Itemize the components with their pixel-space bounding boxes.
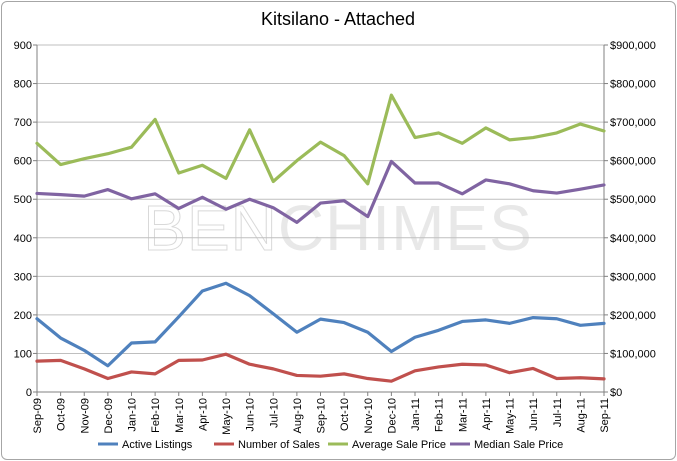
gridlines — [37, 44, 604, 354]
x-tick-label-15: Dec-10 — [386, 398, 398, 433]
x-tick-label-0: Sep-09 — [32, 398, 44, 433]
x-tick-label-12: Sep-10 — [316, 398, 328, 433]
x-tick-label-23: Aug-11 — [575, 398, 587, 433]
x-tick-label-14: Nov-10 — [363, 398, 375, 433]
y-right-tick-label-4: $400,000 — [610, 233, 656, 245]
y-axis-left-ticks: 0 100 200 300 400 500 600 700 800 900 — [14, 40, 37, 399]
x-tick-label-9: Jun-10 — [245, 398, 257, 432]
y-left-tick-label-9: 900 — [14, 40, 32, 52]
legend-label-median-sale-price: Median Sale Price — [474, 439, 563, 451]
watermark-part2: CHIMES — [278, 192, 533, 264]
y-right-tick-label-3: $300,000 — [610, 271, 656, 283]
y-left-tick-label-4: 400 — [14, 233, 32, 245]
x-tick-label-22: Jul-11 — [552, 398, 564, 427]
y-left-tick-label-2: 200 — [14, 310, 32, 322]
x-axis-ticks: Sep-09 Oct-09 Nov-09 Dec-09 Jan-10 Feb-10 Mar-… — [32, 392, 611, 435]
x-tick-label-11: Aug-10 — [292, 398, 304, 433]
legend-label-number-of-sales: Number of Sales — [238, 439, 320, 451]
x-tick-label-24: Sep-11 — [599, 398, 611, 433]
x-tick-label-3: Dec-09 — [103, 398, 115, 433]
series-line-active-listings — [35, 281, 606, 368]
x-tick-label-6: Mar-10 — [174, 398, 186, 433]
y-left-tick-label-5: 500 — [14, 194, 32, 206]
x-tick-label-10: Jul-10 — [268, 398, 280, 428]
series-lines — [35, 93, 606, 383]
y-left-tick-label-7: 700 — [14, 117, 32, 129]
x-tick-label-18: Mar-11 — [457, 398, 469, 432]
series-line-average-sale-price — [35, 93, 606, 186]
x-tick-label-7: Apr-10 — [197, 398, 209, 431]
x-tick-label-2: Nov-09 — [79, 398, 91, 433]
y-left-tick-label-8: 800 — [14, 79, 32, 91]
legend-label-average-sale-price: Average Sale Price — [352, 439, 446, 451]
y-right-tick-label-1: $100,000 — [610, 348, 656, 360]
legend: Active Listings Number of Sales Average Sa… — [98, 439, 563, 451]
y-right-tick-label-5: $500,000 — [610, 194, 656, 206]
x-tick-label-8: May-10 — [221, 398, 233, 435]
x-tick-label-5: Feb-10 — [150, 398, 162, 433]
watermark-part1: BEN — [143, 192, 278, 264]
x-tick-label-16: Jan-11 — [410, 398, 422, 431]
y-right-tick-label-0: $0 — [610, 387, 622, 399]
y-right-tick-label-8: $800,000 — [610, 79, 656, 91]
legend-label-active-listings: Active Listings — [122, 439, 193, 451]
x-tick-label-1: Oct-09 — [56, 398, 68, 431]
x-tick-label-17: Feb-11 — [434, 398, 446, 432]
y-right-tick-label-9: $900,000 — [610, 40, 656, 52]
y-right-tick-label-6: $600,000 — [610, 156, 656, 168]
series-line-number-of-sales — [35, 352, 606, 383]
x-tick-label-20: May-11 — [505, 398, 517, 434]
y-left-tick-label-3: 300 — [14, 271, 32, 283]
y-right-tick-label-7: $700,000 — [610, 117, 656, 129]
series-line-median-sale-price — [35, 159, 606, 224]
x-tick-label-21: Jun-11 — [528, 398, 540, 431]
y-right-tick-label-2: $200,000 — [610, 310, 656, 322]
x-tick-label-13: Oct-10 — [339, 398, 351, 431]
x-tick-label-19: Apr-11 — [481, 398, 493, 430]
y-left-tick-label-6: 600 — [14, 156, 32, 168]
x-tick-label-4: Jan-10 — [127, 398, 139, 432]
y-axis-right-ticks: $0 $100,000 $200,000 $300,000 $400,000 $500,0… — [604, 40, 656, 399]
y-left-tick-label-0: 0 — [26, 387, 32, 399]
chart-title: Kitsilano - Attached — [261, 9, 415, 29]
watermark: BENCHIMES — [143, 192, 533, 264]
y-left-tick-label-1: 100 — [14, 348, 32, 360]
